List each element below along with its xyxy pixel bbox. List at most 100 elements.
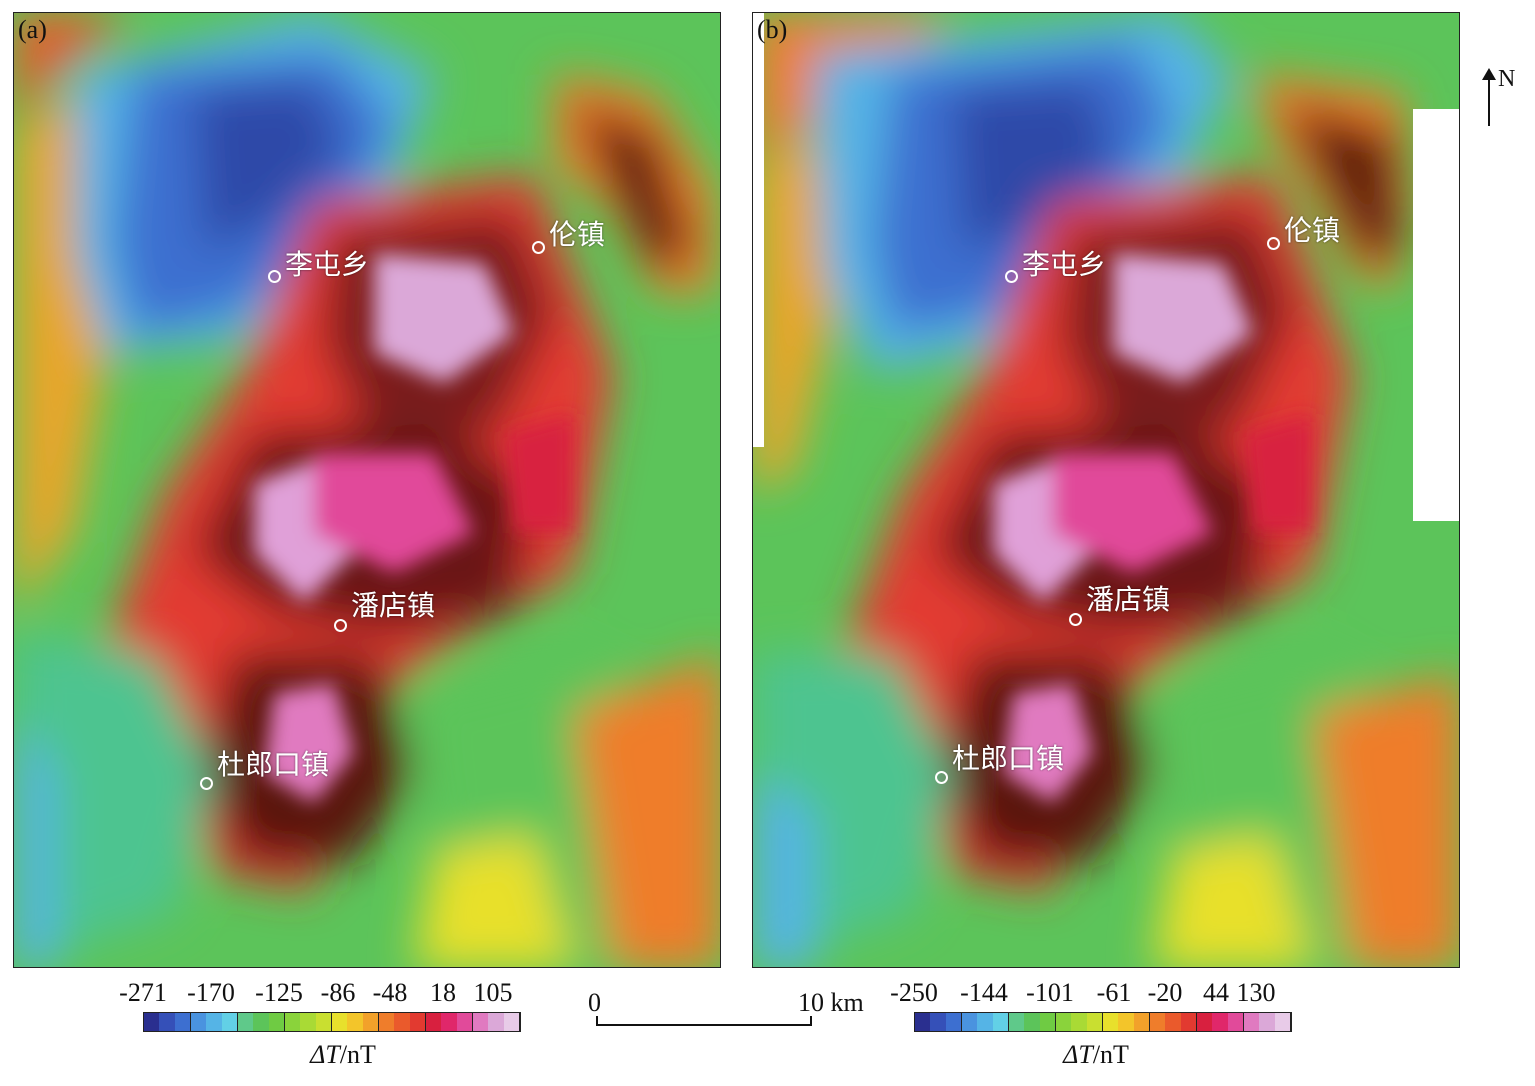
legend-color-swatch xyxy=(221,1013,238,1031)
legend-color-swatch xyxy=(237,1013,254,1031)
legend-color-bar xyxy=(914,1012,1292,1032)
legend-tick: 44 xyxy=(1203,978,1229,1007)
unit-symbol: T xyxy=(325,1040,340,1069)
legend-color-swatch xyxy=(441,1013,457,1031)
legend-color-swatch xyxy=(268,1013,285,1031)
town-label: 伦镇 xyxy=(549,217,606,251)
legend-color-swatch xyxy=(961,1013,978,1031)
scale-end-label: 10 km xyxy=(798,988,864,1017)
town-marker-icon xyxy=(1005,269,1018,283)
legend-tick: -20 xyxy=(1147,978,1183,1007)
town-pandian: 潘店镇 xyxy=(1069,569,1170,626)
legend-color-swatch xyxy=(1165,1013,1181,1031)
legend-color-swatch xyxy=(284,1013,301,1031)
legend-color-swatch xyxy=(456,1013,473,1031)
legend-tick: -144 xyxy=(960,978,1008,1007)
legend-ticks: -250 -144 -101 -61 -20 44 130 xyxy=(890,978,1292,1010)
town-lunzhen: 伦镇 xyxy=(532,211,605,254)
legend-color-swatch xyxy=(159,1013,175,1031)
legend-color-swatch xyxy=(915,1013,931,1031)
legend-color-swatch xyxy=(174,1013,191,1031)
legend-color-swatch xyxy=(144,1013,160,1031)
town-litun: 李屯乡 xyxy=(1005,243,1106,283)
unit-symbol: T xyxy=(1078,1040,1093,1069)
legend-color-swatch xyxy=(1227,1013,1244,1031)
anomaly-map-a xyxy=(14,13,720,967)
anomaly-map-b xyxy=(753,13,1459,967)
town-marker-icon xyxy=(268,269,281,283)
scale-line xyxy=(596,1024,812,1026)
town-marker-icon xyxy=(1267,237,1280,250)
legend-color-swatch xyxy=(331,1013,348,1031)
town-label: 杜郎口镇 xyxy=(952,741,1065,775)
town-dulangkou: 杜郎口镇 xyxy=(200,735,329,790)
legend-color-swatch xyxy=(1024,1013,1040,1031)
town-marker-icon xyxy=(334,619,347,632)
legend-tick: -101 xyxy=(1026,978,1074,1007)
north-label: N xyxy=(1498,66,1516,92)
legend-color-swatch xyxy=(315,1013,332,1031)
legend-color-bar xyxy=(143,1012,521,1032)
town-marker-icon xyxy=(1069,613,1082,626)
legend-color-swatch xyxy=(488,1013,504,1031)
legend-color-swatch xyxy=(1071,1013,1087,1031)
town-lunzhen: 伦镇 xyxy=(1267,207,1340,250)
legend-ticks: -271 -170 -125 -86 -48 18 105 xyxy=(119,978,521,1010)
legend-tick: 18 xyxy=(430,978,456,1007)
legend-tick: -61 xyxy=(1096,978,1132,1007)
unit-suffix: /nT xyxy=(1092,1040,1129,1069)
legend-color-swatch xyxy=(1086,1013,1103,1031)
town-label: 李屯乡 xyxy=(1022,248,1107,281)
legend-tick: 130 xyxy=(1236,978,1276,1007)
town-label: 伦镇 xyxy=(1284,213,1341,247)
legend-color-swatch xyxy=(1196,1013,1213,1031)
legend-color-swatch xyxy=(394,1013,410,1031)
town-marker-icon xyxy=(935,771,948,784)
panel-label: (b) xyxy=(757,15,788,44)
magnetic-map-panel-a: (a) 李屯乡 伦镇 潘店镇 杜郎口镇 xyxy=(13,12,721,968)
unit-delta: Δ xyxy=(1063,1040,1079,1069)
unit-suffix: /nT xyxy=(339,1040,376,1069)
legend-color-swatch xyxy=(253,1013,269,1031)
legend-color-swatch xyxy=(977,1013,993,1031)
legend-color-swatch xyxy=(362,1013,379,1031)
town-litun: 李屯乡 xyxy=(268,243,369,283)
legend-color-swatch xyxy=(992,1013,1009,1031)
town-label: 潘店镇 xyxy=(1086,582,1171,616)
legend-color-swatch xyxy=(1133,1013,1150,1031)
legend-color-swatch xyxy=(1274,1013,1291,1031)
town-label: 李屯乡 xyxy=(285,248,370,281)
scale-bar: 0 10 km xyxy=(588,988,888,1038)
scale-start-label: 0 xyxy=(588,988,601,1017)
legend-color-swatch xyxy=(1149,1013,1166,1031)
legend-color-swatch xyxy=(1102,1013,1119,1031)
legend-color-swatch xyxy=(378,1013,395,1031)
legend-tick: -170 xyxy=(187,978,235,1007)
legend-color-swatch xyxy=(1259,1013,1275,1031)
town-label: 杜郎口镇 xyxy=(217,747,330,781)
legend-color-swatch xyxy=(503,1013,520,1031)
legend-tick: 105 xyxy=(473,978,513,1007)
legend-color-swatch xyxy=(1008,1013,1025,1031)
legend-color-swatch xyxy=(1243,1013,1260,1031)
legend-tick: -271 xyxy=(119,978,167,1007)
town-label: 潘店镇 xyxy=(351,588,436,622)
legend-color-swatch xyxy=(190,1013,207,1031)
legend-color-swatch xyxy=(300,1013,316,1031)
legend-tick: -250 xyxy=(890,978,938,1007)
legend-tick: -125 xyxy=(255,978,303,1007)
legend-color-swatch xyxy=(1039,1013,1056,1031)
town-marker-icon xyxy=(200,777,213,790)
legend-color-swatch xyxy=(1118,1013,1134,1031)
town-pandian: 潘店镇 xyxy=(334,575,435,632)
legend-tick: -48 xyxy=(372,978,408,1007)
town-dulangkou: 杜郎口镇 xyxy=(935,729,1064,784)
legend-color-swatch xyxy=(1180,1013,1197,1031)
panel-label: (a) xyxy=(18,15,47,44)
legend-color-swatch xyxy=(1212,1013,1228,1031)
legend-color-swatch xyxy=(206,1013,222,1031)
legend-color-swatch xyxy=(425,1013,442,1031)
magnetic-map-panel-b: (b) 李屯乡 伦镇 潘店镇 杜郎口镇 xyxy=(752,12,1460,968)
north-arrow-shaft xyxy=(1488,74,1490,126)
legend-color-swatch xyxy=(930,1013,946,1031)
